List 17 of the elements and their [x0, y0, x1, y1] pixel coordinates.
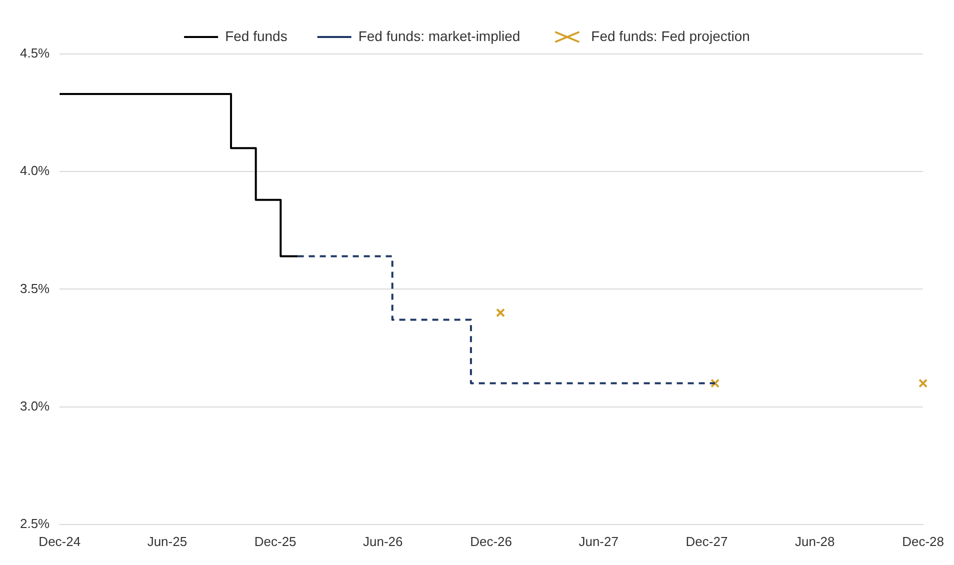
- x-tick-label: Jun-26: [363, 534, 403, 549]
- y-tick-label: 3.0%: [20, 398, 50, 414]
- x-tick-label: Dec-27: [686, 534, 728, 549]
- x-tick-label: Jun-28: [795, 534, 835, 549]
- x-tick-label: Jun-27: [578, 534, 618, 549]
- x-tick-label: Jun-25: [147, 534, 188, 549]
- x-tick-label: Dec-25: [254, 534, 296, 549]
- y-tick-label: 4.0%: [20, 163, 50, 178]
- x-tick-label: Dec-24: [38, 534, 81, 549]
- legend-label: Fed funds: Fed projection: [591, 28, 750, 44]
- x-tick-label: Dec-28: [902, 534, 944, 549]
- x-tick-label: Dec-26: [470, 534, 512, 549]
- legend-label: Fed funds: [225, 28, 288, 44]
- y-tick-label: 2.5%: [20, 516, 50, 531]
- y-tick-label: 4.5%: [20, 46, 50, 61]
- y-tick-label: 3.5%: [20, 280, 50, 296]
- legend-label: Fed funds: market-implied: [358, 28, 520, 44]
